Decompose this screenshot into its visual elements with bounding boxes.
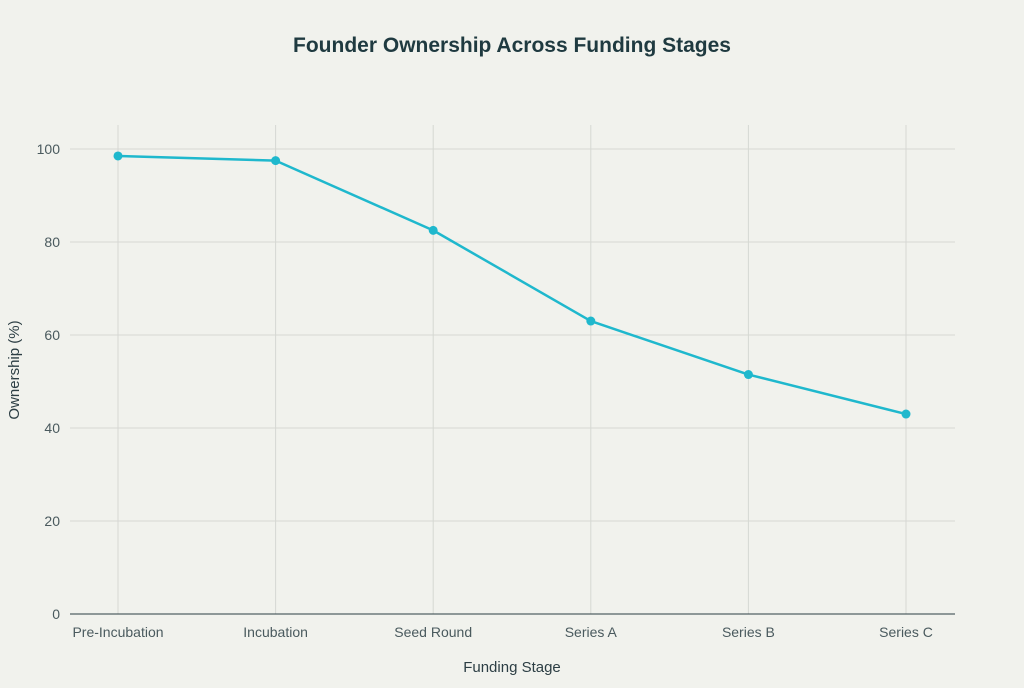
data-point [428,225,438,235]
x-tick-label: Series B [722,624,775,640]
x-axis-label: Funding Stage [463,659,561,676]
y-tick-label: 0 [52,606,60,622]
y-tick-label: 100 [37,141,61,157]
data-point [113,151,123,161]
y-tick-label: 20 [44,513,60,529]
y-tick-label: 80 [44,234,60,250]
y-tick-label: 60 [44,327,60,343]
x-tick-label: Seed Round [394,624,472,640]
x-tick-label: Series A [565,624,618,640]
y-tick-label: 40 [44,420,60,436]
y-axis-label: Ownership (%) [6,320,23,419]
x-tick-label: Pre-Incubation [72,624,163,640]
y-axis-ticks: 0 20 40 60 80 100 [37,141,61,622]
x-tick-label: Incubation [243,624,308,640]
grid [70,125,955,614]
data-points [113,151,911,419]
chart-title: Founder Ownership Across Funding Stages [293,34,731,57]
data-point [743,370,753,380]
x-tick-label: Series C [879,624,933,640]
data-point [271,156,281,166]
data-point [586,316,596,326]
series-line [117,154,907,416]
x-axis-ticks: Pre-Incubation Incubation Seed Round Series… [72,624,932,640]
data-point [901,409,911,419]
